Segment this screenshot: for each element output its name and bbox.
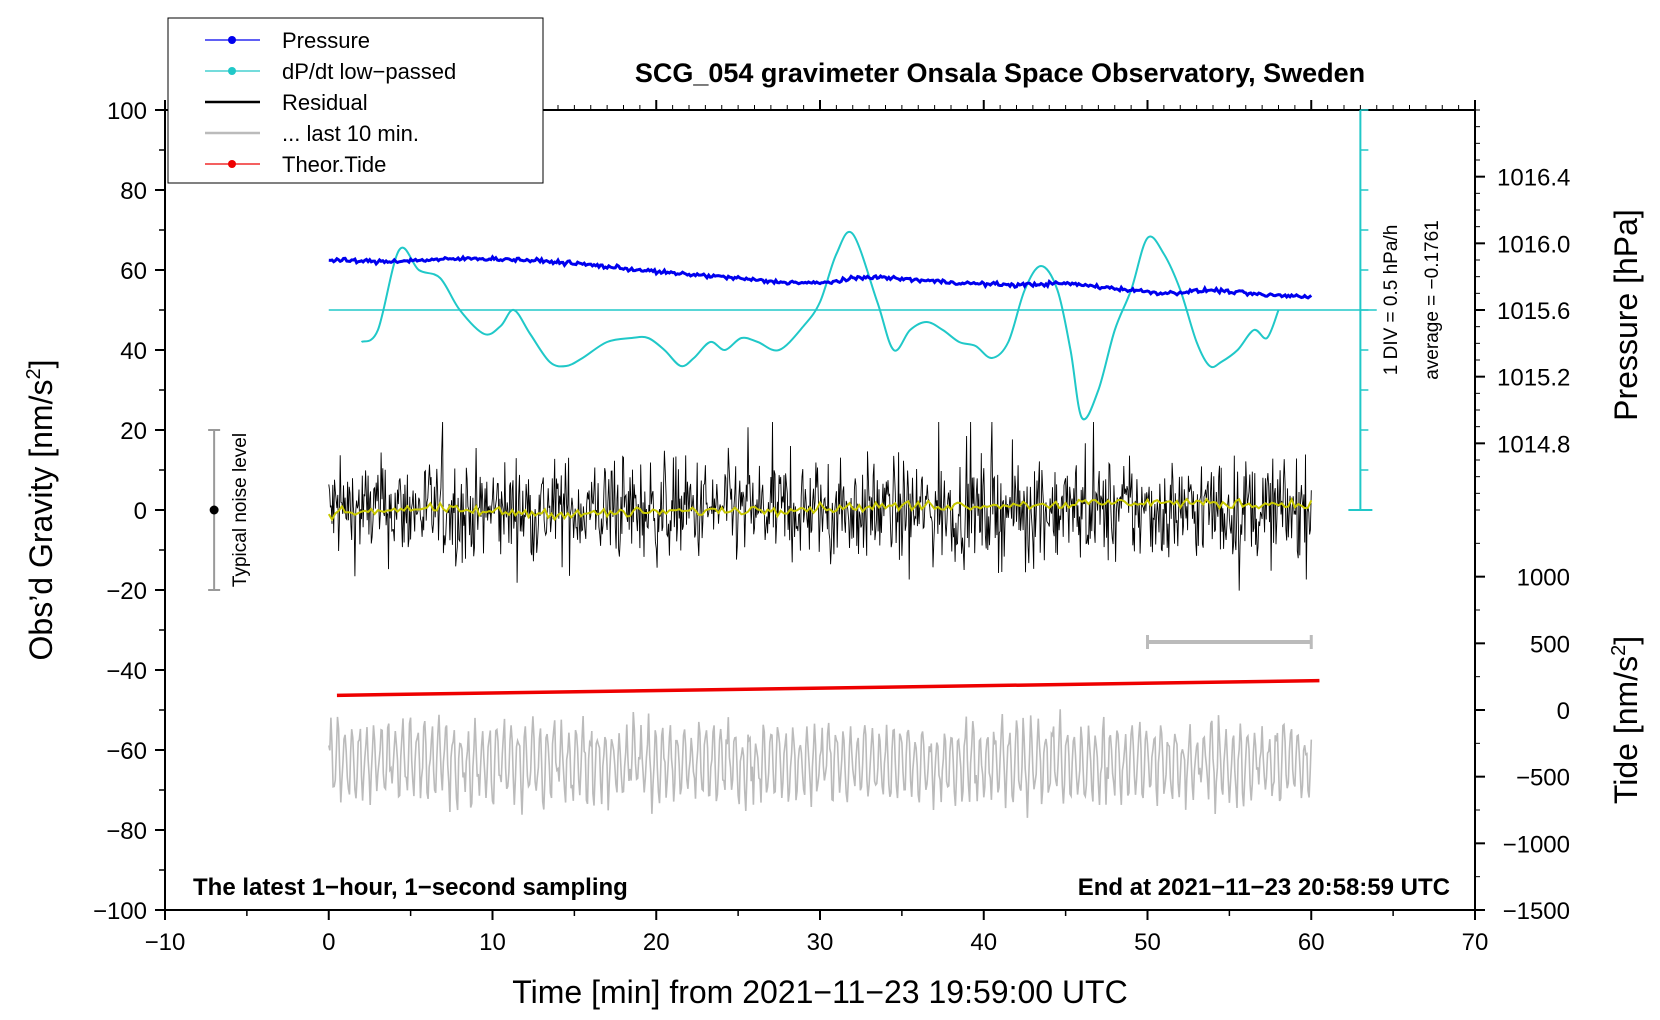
- annotation-end-time: End at 2021−11−23 20:58:59 UTC: [1078, 874, 1450, 901]
- legend-swatch-dot: [228, 160, 236, 168]
- y-label-tide-main: Tide [nm/s: [1608, 656, 1644, 804]
- y-tick-label: −40: [106, 658, 147, 685]
- tide-tick-label: −1000: [1503, 831, 1570, 858]
- dpdt-line: [360, 231, 1280, 421]
- x-tick-label: 70: [1462, 929, 1489, 956]
- y-tick-label: 20: [120, 418, 147, 445]
- noise-level-label: Typical noise level: [230, 433, 251, 587]
- pressure-tick-label: 1015.2: [1497, 365, 1570, 392]
- y-label-left-sup: 2: [23, 368, 45, 379]
- y-tick-label: 0: [134, 498, 147, 525]
- last-10-min-line: [328, 709, 1313, 818]
- tide-tick-label: 500: [1530, 631, 1570, 658]
- x-tick-label: 10: [479, 929, 506, 956]
- residual-smooth-line: [327, 496, 1313, 522]
- y-tick-label: −60: [106, 738, 147, 765]
- y-tick-label: −100: [93, 898, 147, 925]
- x-tick-label: 40: [970, 929, 997, 956]
- pressure-tick-label: 1015.6: [1497, 298, 1570, 325]
- y-axis-label-left: Obs’d Gravity [nm/s2]: [23, 360, 59, 661]
- tide-tick-label: −1500: [1503, 898, 1570, 925]
- y-tick-label: 60: [120, 258, 147, 285]
- legend-label: Theor.Tide: [282, 152, 386, 177]
- legend-label: Pressure: [282, 28, 370, 53]
- legend-label: dP/dt low−passed: [282, 59, 456, 84]
- y-tick-label: −80: [106, 818, 147, 845]
- x-tick-label: 20: [643, 929, 670, 956]
- legend-swatch-dot: [228, 67, 236, 75]
- x-tick-label: 60: [1298, 929, 1325, 956]
- x-tick-label: −10: [145, 929, 186, 956]
- legend-label: Residual: [282, 90, 368, 115]
- average-label: average = −0.1761: [1422, 220, 1443, 380]
- legend-box: [167, 17, 544, 184]
- noise-bar-center: [209, 505, 219, 515]
- series-layer: [208, 109, 1377, 818]
- x-tick-label: 50: [1134, 929, 1161, 956]
- div-scale-label: 1 DIV = 0.5 hPa/h: [1381, 225, 1402, 376]
- x-axis-label: Time [min] from 2021−11−23 19:59:00 UTC: [512, 974, 1127, 1010]
- pressure-tick-label: 1014.8: [1497, 431, 1570, 458]
- pressure-line: [328, 254, 1313, 300]
- pressure-tick-label: 1016.0: [1497, 231, 1570, 258]
- tide-tick-label: −500: [1516, 765, 1570, 792]
- y-label-left-main: Obs’d Gravity [nm/s: [23, 380, 59, 661]
- y-tick-label: 100: [107, 98, 147, 125]
- y-tick-label: 40: [120, 338, 147, 365]
- ticks-layer: −10 0 10 20 30 40 50 60 70100806040200−20−40−60−…: [93, 98, 1570, 956]
- x-tick-label: 30: [807, 929, 834, 956]
- legend-swatch-dot: [228, 36, 236, 44]
- y-label-tide-end: ]: [1608, 636, 1644, 645]
- legend-label: ... last 10 min.: [282, 121, 419, 146]
- y-tick-label: −20: [106, 578, 147, 605]
- x-tick-label: 0: [322, 929, 335, 956]
- y-axis-label-tide: Tide [nm/s2]: [1608, 636, 1644, 804]
- tide-tick-label: 1000: [1517, 565, 1570, 592]
- y-label-tide-sup: 2: [1608, 645, 1630, 656]
- annotation-latest-hour: The latest 1−hour, 1−second sampling: [193, 874, 628, 901]
- chart-title: SCG_054 gravimeter Onsala Space Observat…: [635, 58, 1365, 88]
- pressure-tick-label: 1016.4: [1497, 165, 1570, 192]
- theor-tide-line: [336, 678, 1320, 698]
- legend: Pressure dP/dt low−passed Residual ... last…: [167, 17, 544, 184]
- y-axis-label-pressure: Pressure [hPa]: [1608, 209, 1644, 421]
- y-label-left-end: ]: [23, 360, 59, 369]
- tide-tick-label: 0: [1557, 698, 1570, 725]
- y-tick-label: 80: [120, 178, 147, 205]
